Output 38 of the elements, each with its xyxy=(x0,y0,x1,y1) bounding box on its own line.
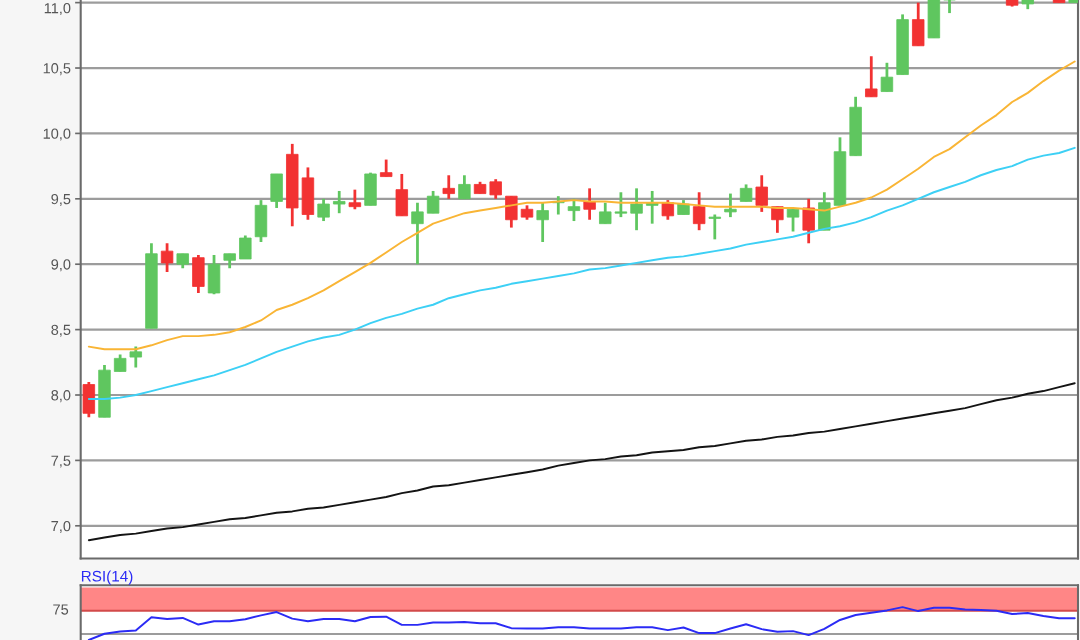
candlestick xyxy=(317,197,330,223)
candlestick xyxy=(129,345,142,369)
candlestick xyxy=(333,189,346,215)
text: RSI(14) xyxy=(81,570,133,585)
candlestick xyxy=(724,192,737,219)
candlestick xyxy=(458,173,471,201)
candlestick xyxy=(708,213,721,241)
candlestick xyxy=(630,186,643,232)
line-series xyxy=(87,382,1076,542)
candlestick xyxy=(536,201,549,244)
candlestick xyxy=(802,197,815,245)
text: 75 xyxy=(53,604,69,615)
candlestick xyxy=(692,190,706,232)
y-tick-label: 10,5 xyxy=(43,63,71,76)
candlestick xyxy=(880,61,894,93)
candlestick xyxy=(583,186,596,222)
y-tick-label: 9,5 xyxy=(51,193,71,206)
y-tick-label: 8,5 xyxy=(51,324,71,337)
candlestick xyxy=(348,188,362,211)
candlestick xyxy=(943,0,956,15)
y-tick-label: 8,0 xyxy=(51,390,71,403)
y-tick-label: 7,5 xyxy=(51,455,71,468)
candlestick xyxy=(865,54,878,99)
candlestick xyxy=(426,189,440,215)
candlestick xyxy=(505,194,518,229)
candlestick xyxy=(661,198,675,222)
y-tick-label: 9,0 xyxy=(51,259,71,272)
y-tick-label: 11,0 xyxy=(44,3,71,16)
y-tick-label: 7,0 xyxy=(51,520,71,533)
candlestick xyxy=(239,234,252,261)
candlestick xyxy=(599,201,612,226)
y-tick-label: 10,0 xyxy=(43,128,71,141)
candlestick xyxy=(160,241,174,274)
candlestick xyxy=(755,173,768,214)
candlestick xyxy=(786,207,800,233)
candlestick xyxy=(411,201,424,266)
candlestick xyxy=(489,177,502,201)
candlestick xyxy=(442,173,455,201)
